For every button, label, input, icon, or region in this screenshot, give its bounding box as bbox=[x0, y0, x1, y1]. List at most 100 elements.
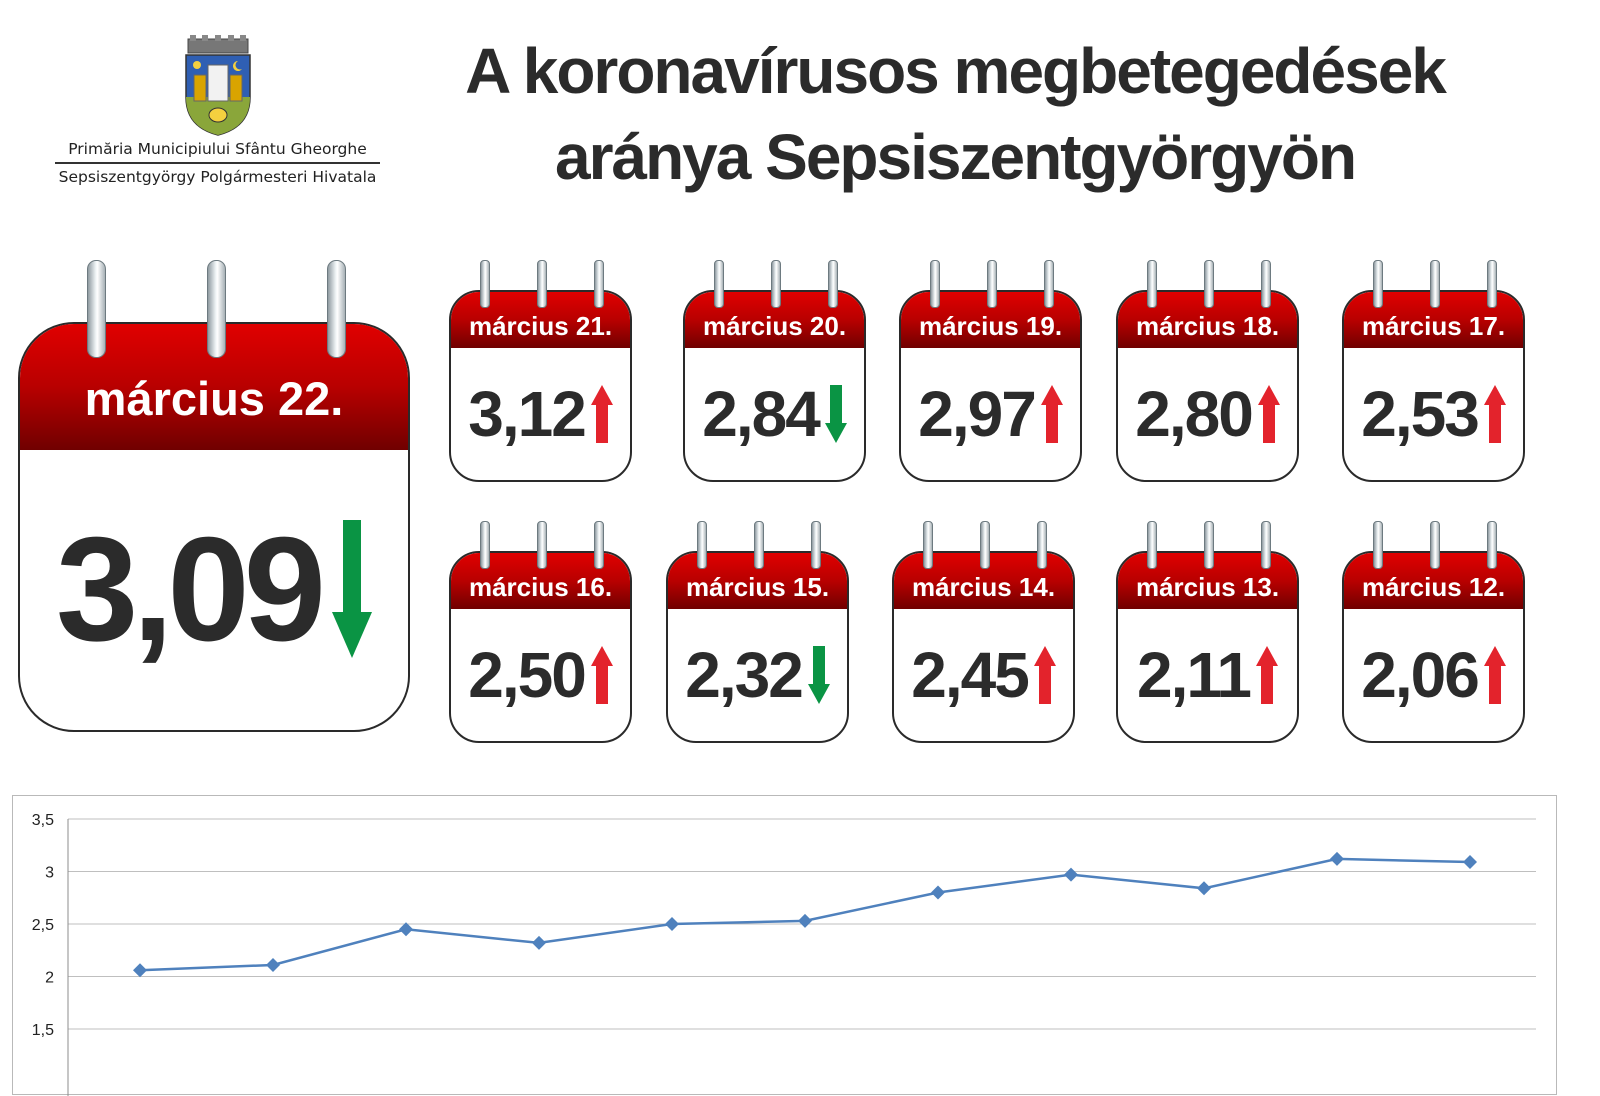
binder-ring-icon bbox=[1044, 260, 1054, 308]
binder-ring-icon bbox=[1487, 521, 1497, 569]
calendar-value: 2,50 bbox=[468, 639, 587, 711]
trend-up-arrow-icon bbox=[1040, 385, 1063, 443]
trend-chart-plot: 3,5 3 2,5 2 1,5 bbox=[32, 812, 1536, 1096]
trend-chart: 3,5 3 2,5 2 1,5 bbox=[12, 795, 1557, 1096]
calendar-value: 2,06 bbox=[1361, 639, 1480, 711]
binder-ring-icon bbox=[1261, 521, 1271, 569]
trend-up-arrow-icon bbox=[1256, 646, 1279, 704]
day-calendar: március 13. 2,11 bbox=[1116, 521, 1299, 743]
title-line-1: A koronavírusos megbetegedések bbox=[465, 35, 1447, 107]
calendar-date: március 13. bbox=[1135, 572, 1280, 602]
calendar-date: március 12. bbox=[1361, 572, 1506, 602]
binder-ring-icon bbox=[207, 260, 226, 358]
binder-ring-icon bbox=[1147, 260, 1157, 308]
binder-ring-icon bbox=[1261, 260, 1271, 308]
calendar-page: március 19. 2,97 bbox=[899, 290, 1082, 482]
binder-ring-icon bbox=[697, 521, 707, 569]
day-calendar: március 18. 2,80 bbox=[1116, 260, 1299, 482]
binder-ring-icon bbox=[327, 260, 346, 358]
binder-ring-icon bbox=[1037, 521, 1047, 569]
institution-name-romanian: Primăria Municipiului Sfântu Gheorghe bbox=[68, 140, 367, 158]
page-title: A koronavírusos megbetegedések aránya Se… bbox=[420, 28, 1490, 200]
calendar-value: 2,80 bbox=[1135, 378, 1254, 450]
trend-up-arrow-icon bbox=[1033, 646, 1056, 704]
calendar-page: március 18. 2,80 bbox=[1116, 290, 1299, 482]
binder-ring-icon bbox=[1373, 260, 1383, 308]
calendar-page: március 15. 2,32 bbox=[666, 551, 849, 743]
day-calendar: március 17. 2,53 bbox=[1342, 260, 1525, 482]
calendar-date: március 20. bbox=[702, 311, 847, 341]
calendar-value: 2,53 bbox=[1361, 378, 1480, 450]
day-calendar: március 12. 2,06 bbox=[1342, 521, 1525, 743]
calendar-value-row: 2,32 bbox=[668, 609, 847, 741]
calendar-value-row: 2,50 bbox=[451, 609, 630, 741]
day-calendar: március 16. 2,50 bbox=[449, 521, 632, 743]
institution-name-hungarian: Sepsiszentgyörgy Polgármesteri Hivatala bbox=[58, 167, 377, 186]
y-tick-label: 2 bbox=[45, 970, 54, 987]
binder-ring-icon bbox=[1430, 260, 1440, 308]
binder-ring-icon bbox=[480, 260, 490, 308]
trend-up-arrow-icon bbox=[590, 385, 613, 443]
calendar-date: március 16. bbox=[468, 572, 613, 602]
featured-calendar: március 22. 3,09 bbox=[18, 260, 410, 732]
y-tick-label: 3 bbox=[45, 865, 54, 882]
trend-down-arrow-icon bbox=[824, 385, 847, 443]
binder-ring-icon bbox=[1487, 260, 1497, 308]
binder-ring-icon bbox=[1204, 260, 1214, 308]
y-tick-label: 3,5 bbox=[32, 812, 54, 829]
day-calendar: március 20. 2,84 bbox=[683, 260, 866, 482]
calendar-value-row: 3,09 bbox=[20, 450, 408, 730]
binder-ring-icon bbox=[811, 521, 821, 569]
calendar-page: március 12. 2,06 bbox=[1342, 551, 1525, 743]
calendar-value: 3,12 bbox=[468, 378, 587, 450]
data-point-marker bbox=[1463, 855, 1477, 870]
binder-ring-icon bbox=[987, 260, 997, 308]
binder-ring-icon bbox=[923, 521, 933, 569]
day-calendar: március 14. 2,45 bbox=[892, 521, 1075, 743]
calendar-value-row: 2,84 bbox=[685, 348, 864, 480]
binder-ring-icon bbox=[828, 260, 838, 308]
trend-down-arrow-icon bbox=[807, 646, 830, 704]
calendar-date: március 14. bbox=[911, 572, 1056, 602]
calendar-value: 2,45 bbox=[911, 639, 1030, 711]
calendar-page: március 16. 2,50 bbox=[449, 551, 632, 743]
calendar-value-row: 2,45 bbox=[894, 609, 1073, 741]
calendar-value-row: 2,80 bbox=[1118, 348, 1297, 480]
binder-ring-icon bbox=[714, 260, 724, 308]
trend-up-arrow-icon bbox=[1483, 385, 1506, 443]
binder-ring-icon bbox=[980, 521, 990, 569]
calendar-date: március 18. bbox=[1135, 311, 1280, 341]
data-point-marker bbox=[665, 917, 679, 931]
binder-ring-icon bbox=[87, 260, 106, 358]
calendar-value-row: 2,97 bbox=[901, 348, 1080, 480]
coat-of-arms-icon bbox=[184, 35, 251, 136]
calendar-date: március 21. bbox=[468, 311, 613, 341]
calendar-value-row: 2,53 bbox=[1344, 348, 1523, 480]
binder-ring-icon bbox=[1430, 521, 1440, 569]
calendar-value: 2,97 bbox=[918, 378, 1037, 450]
binder-ring-icon bbox=[754, 521, 764, 569]
binder-ring-icon bbox=[930, 260, 940, 308]
binder-ring-icon bbox=[1204, 521, 1214, 569]
calendar-date: március 19. bbox=[918, 311, 1063, 341]
calendar-page: március 13. 2,11 bbox=[1116, 551, 1299, 743]
calendar-value-row: 2,06 bbox=[1344, 609, 1523, 741]
calendar-value: 2,11 bbox=[1136, 639, 1252, 711]
binder-ring-icon bbox=[537, 521, 547, 569]
calendar-value-row: 2,11 bbox=[1118, 609, 1297, 741]
day-calendar: március 19. 2,97 bbox=[899, 260, 1082, 482]
calendar-page: március 21. 3,12 bbox=[449, 290, 632, 482]
data-point-marker bbox=[399, 922, 413, 937]
logo-divider bbox=[55, 162, 380, 164]
calendar-page: március 17. 2,53 bbox=[1342, 290, 1525, 482]
binder-ring-icon bbox=[594, 521, 604, 569]
calendar-date: március 15. bbox=[685, 572, 830, 602]
calendar-value-row: 3,12 bbox=[451, 348, 630, 480]
title-line-2: aránya Sepsiszentgyörgyön bbox=[554, 121, 1357, 193]
day-calendar: március 15. 2,32 bbox=[666, 521, 849, 743]
binder-ring-icon bbox=[1147, 521, 1157, 569]
calendar-value: 3,09 bbox=[55, 507, 326, 672]
calendar-date: március 22. bbox=[84, 372, 344, 425]
calendar-page: március 14. 2,45 bbox=[892, 551, 1075, 743]
trend-up-arrow-icon bbox=[590, 646, 613, 704]
